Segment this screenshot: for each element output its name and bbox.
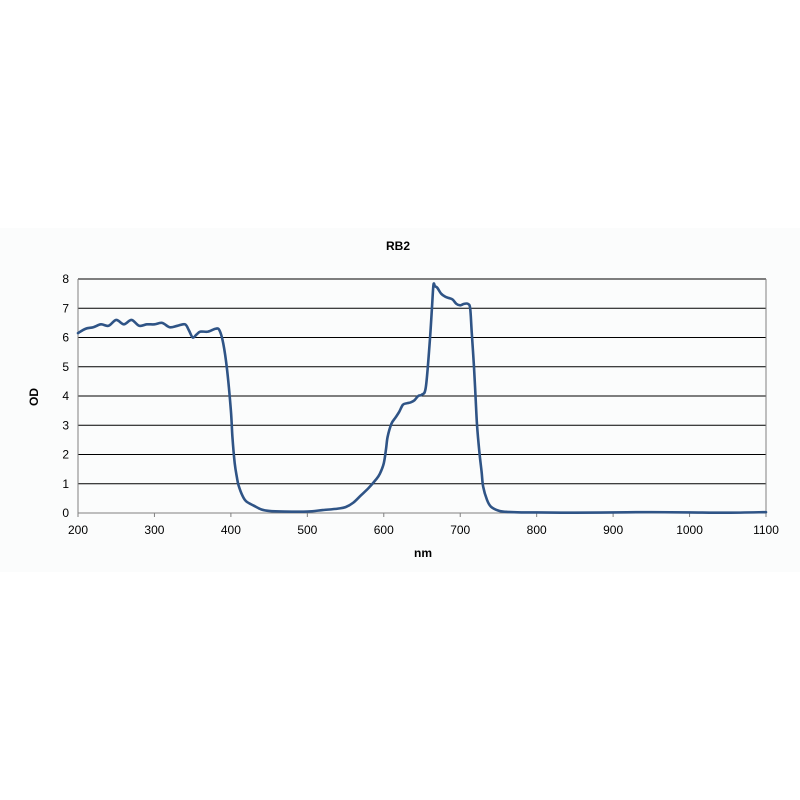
x-tick-labels: 200 300 400 500 600 700 800 900 1000 1100 (68, 523, 779, 537)
series-lines (76, 282, 768, 515)
x-tick-label-500: 500 (297, 523, 317, 537)
x-tick-label-700: 700 (450, 523, 470, 537)
y-tick-label-6: 6 (62, 331, 69, 345)
y-tick-label-5: 5 (62, 360, 69, 374)
series-line-0 (76, 282, 768, 515)
x-tick-label-300: 300 (144, 523, 164, 537)
y-tick-label-4: 4 (62, 389, 69, 403)
x-tick-label-600: 600 (374, 523, 394, 537)
y-tick-labels: 0 1 2 3 4 5 6 7 8 (62, 272, 69, 520)
x-tick-label-400: 400 (221, 523, 241, 537)
y-tick-label-1: 1 (62, 477, 69, 491)
gridlines (78, 278, 766, 485)
x-tick-label-900: 900 (603, 523, 623, 537)
y-tick-label-7: 7 (62, 301, 69, 315)
y-axis-label: OD (27, 388, 41, 406)
plot-frame (77, 279, 767, 517)
x-tick-label-200: 200 (68, 523, 88, 537)
y-tick-label-8: 8 (62, 272, 69, 286)
x-tick-label-1000: 1000 (676, 523, 703, 537)
y-tick-label-3: 3 (62, 418, 69, 432)
y-tick-label-0: 0 (62, 506, 69, 520)
x-axis-label: nm (414, 546, 432, 560)
y-tick-label-2: 2 (62, 448, 69, 462)
x-tick-label-800: 800 (527, 523, 547, 537)
x-tick-label-1100: 1100 (753, 523, 779, 537)
chart-title: RB2 (386, 239, 410, 253)
chart-background-band (0, 228, 800, 572)
